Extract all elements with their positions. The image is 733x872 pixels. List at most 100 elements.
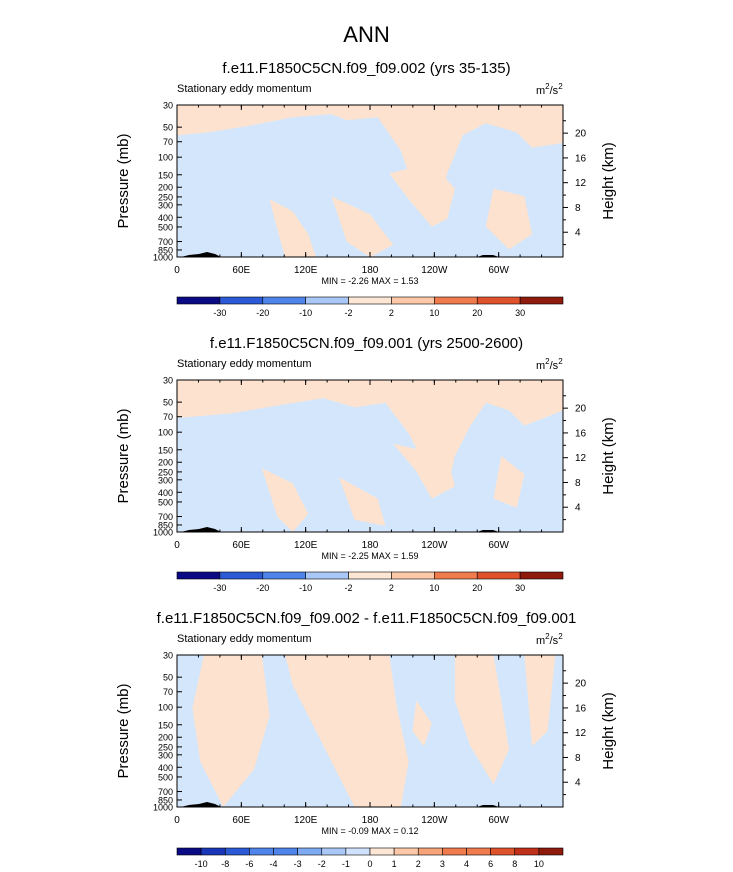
x-tick-label: 120E bbox=[294, 815, 318, 826]
topography-africa bbox=[181, 527, 221, 532]
pressure-tick-label: 200 bbox=[158, 458, 173, 468]
pressure-tick-label: 500 bbox=[158, 222, 173, 232]
colorbar-label: 4 bbox=[464, 859, 469, 869]
x-tick-label: 0 bbox=[174, 540, 180, 551]
pressure-tick-label: 300 bbox=[158, 200, 173, 210]
colorbar-label: 3 bbox=[440, 859, 445, 869]
colorbar-label: 0 bbox=[367, 859, 372, 869]
x-tick-label: 60W bbox=[488, 815, 509, 826]
colorbar-box bbox=[176, 847, 202, 856]
panel-subtitle: Stationary eddy momentum bbox=[177, 358, 312, 370]
pressure-tick-label: 850 bbox=[158, 520, 173, 530]
colorbar-box bbox=[262, 296, 306, 305]
pressure-tick-label: 700 bbox=[158, 512, 173, 522]
y-axis-label-left: Pressure (mb) bbox=[115, 683, 132, 778]
panel-subtitle: Stationary eddy momentum bbox=[177, 633, 312, 645]
colorbar-box bbox=[348, 571, 392, 580]
colorbar-label: -4 bbox=[269, 859, 277, 869]
x-tick-label: 180 bbox=[362, 265, 379, 276]
colorbar-box bbox=[519, 296, 564, 305]
height-tick-label: 20 bbox=[575, 679, 587, 690]
y-axis-label-right: Height (km) bbox=[600, 142, 617, 220]
colorbar-box bbox=[369, 847, 395, 856]
panel-3-title: f.e11.F1850C5CN.f09_f09.002 - f.e11.F185… bbox=[156, 610, 577, 627]
colorbar-label: 20 bbox=[472, 308, 482, 318]
pressure-tick-label: 100 bbox=[158, 428, 173, 438]
colorbar-box bbox=[305, 296, 349, 305]
height-tick-label: 12 bbox=[575, 728, 587, 739]
pressure-tick-label: 200 bbox=[158, 183, 173, 193]
positive-region-1 bbox=[192, 655, 270, 807]
height-tick-label: 4 bbox=[575, 503, 581, 514]
x-tick-label: 180 bbox=[362, 540, 379, 551]
pressure-tick-label: 100 bbox=[158, 153, 173, 163]
positive-region-5 bbox=[493, 456, 525, 508]
pressure-tick-label: 850 bbox=[158, 795, 173, 805]
pressure-tick-label: 200 bbox=[158, 733, 173, 743]
pressure-tick-label: 1000 bbox=[153, 528, 173, 538]
colorbar-label: 20 bbox=[472, 583, 482, 593]
height-tick-label: 20 bbox=[575, 129, 587, 140]
height-tick-label: 12 bbox=[575, 178, 587, 189]
height-tick-label: 8 bbox=[575, 478, 581, 489]
colorbar-box bbox=[490, 847, 516, 856]
height-tick-label: 16 bbox=[575, 428, 587, 439]
colorbar-label: 10 bbox=[534, 859, 544, 869]
height-tick-label: 16 bbox=[575, 153, 587, 164]
x-tick-label: 60W bbox=[488, 540, 509, 551]
colorbar-box bbox=[348, 296, 392, 305]
panel-units: m2/s2 bbox=[536, 357, 563, 372]
y-axis-label-right: Height (km) bbox=[600, 692, 617, 770]
x-tick-label: 120W bbox=[421, 815, 448, 826]
colorbar-box bbox=[393, 847, 419, 856]
panel-units: m2/s2 bbox=[536, 632, 563, 647]
pressure-tick-label: 30 bbox=[163, 101, 173, 111]
min-max-stats: MIN = -0.09 MAX = 0.12 bbox=[321, 826, 418, 836]
colorbar-box bbox=[219, 296, 264, 305]
height-tick-label: 8 bbox=[575, 203, 581, 214]
pressure-tick-label: 300 bbox=[158, 750, 173, 760]
colorbar-label: 30 bbox=[515, 583, 525, 593]
colorbar-box bbox=[538, 847, 564, 856]
panel-subtitle: Stationary eddy momentum bbox=[177, 83, 312, 95]
colorbar-label: -20 bbox=[256, 308, 269, 318]
colorbar-label: 10 bbox=[429, 308, 439, 318]
pressure-tick-label: 50 bbox=[163, 398, 173, 408]
colorbar-label: -10 bbox=[299, 308, 312, 318]
x-tick-label: 60E bbox=[232, 815, 250, 826]
height-tick-label: 16 bbox=[575, 703, 587, 714]
x-tick-label: 120W bbox=[421, 265, 448, 276]
pressure-tick-label: 250 bbox=[158, 467, 173, 477]
colorbar-box bbox=[321, 847, 347, 856]
colorbar-label: -30 bbox=[213, 308, 226, 318]
x-tick-label: 120W bbox=[421, 540, 448, 551]
positive-region-3 bbox=[269, 199, 316, 257]
colorbar-box bbox=[297, 847, 323, 856]
colorbar-box bbox=[434, 296, 478, 305]
panel-2: Stationary eddy momentum m2/s230507010015… bbox=[115, 357, 617, 593]
pressure-tick-label: 500 bbox=[158, 497, 173, 507]
x-tick-label: 180 bbox=[362, 815, 379, 826]
height-tick-label: 20 bbox=[575, 404, 587, 415]
colorbar-box bbox=[200, 847, 226, 856]
topography-africa bbox=[181, 802, 221, 807]
x-tick-label: 0 bbox=[174, 265, 180, 276]
colorbar-label: 2 bbox=[389, 583, 394, 593]
pressure-tick-label: 400 bbox=[158, 488, 173, 498]
colorbar-label: -10 bbox=[195, 859, 208, 869]
colorbar-box bbox=[514, 847, 540, 856]
colorbar-box bbox=[476, 571, 521, 580]
colorbar-label: -2 bbox=[345, 583, 353, 593]
colorbar-box bbox=[417, 847, 443, 856]
x-tick-label: 60E bbox=[232, 265, 250, 276]
colorbar-label: -1 bbox=[342, 859, 350, 869]
colorbar-label: -2 bbox=[318, 859, 326, 869]
pressure-tick-label: 1000 bbox=[153, 253, 173, 263]
positive-region-2 bbox=[285, 655, 409, 807]
colorbar-box bbox=[345, 847, 371, 856]
y-axis-label-right: Height (km) bbox=[600, 417, 617, 495]
pressure-tick-label: 70 bbox=[163, 412, 173, 422]
colorbar-label: 30 bbox=[515, 308, 525, 318]
colorbar-box bbox=[273, 847, 298, 856]
